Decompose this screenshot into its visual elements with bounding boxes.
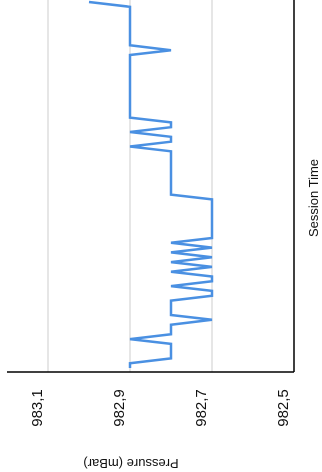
y-tick-label: 982,7 [193, 389, 210, 427]
series-line [88, 0, 214, 368]
series-layer [88, 0, 214, 368]
y-axis-title: Pressure (mBar) [83, 456, 178, 471]
axes [7, 0, 295, 373]
y-tick-label: 982,5 [275, 389, 292, 427]
y-tick-label: 982,9 [111, 389, 128, 427]
x-axis-title: Session Time [306, 159, 321, 237]
y-tick-label: 983,1 [29, 389, 46, 427]
y-tick-labels: 983,1 982,9 982,7 982,5 [29, 389, 292, 427]
